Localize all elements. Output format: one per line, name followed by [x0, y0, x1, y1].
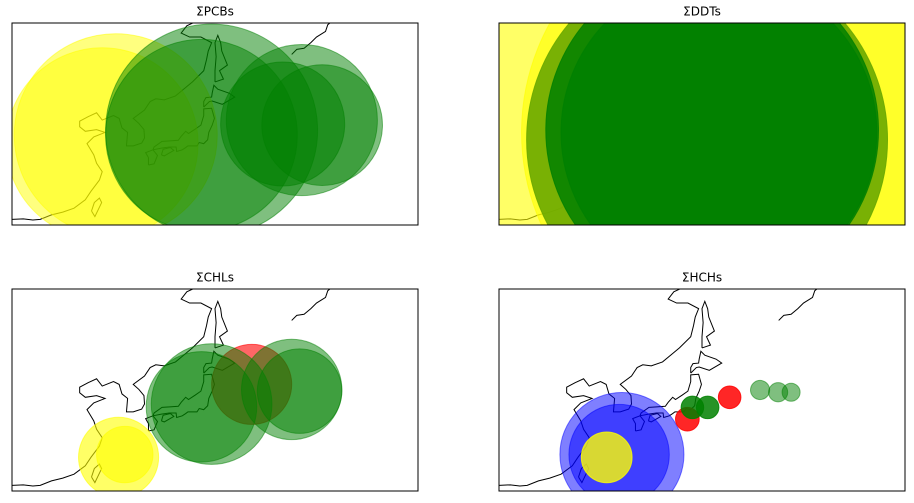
bubble: [256, 348, 343, 434]
bubble: [145, 351, 258, 463]
map-frame: [11, 288, 419, 492]
map-frame: [11, 22, 419, 226]
coastline: [690, 350, 723, 374]
map-panel: [12, 289, 343, 491]
panel-title: ΣCHLs: [196, 271, 234, 285]
bubble: [781, 382, 801, 402]
coastline: [701, 299, 716, 349]
bubble: [717, 385, 742, 410]
bubble: [749, 379, 771, 401]
bubble: [695, 395, 720, 420]
bubble: [220, 61, 346, 187]
panel-title: ΣHCHs: [682, 271, 722, 285]
map-panel: [499, 289, 818, 491]
map-frame: [498, 22, 906, 226]
coastline: [778, 289, 818, 321]
map-frame: [498, 288, 906, 492]
coastline: [214, 299, 229, 349]
bubble: [96, 425, 154, 484]
map-panel: [12, 23, 383, 225]
bubble: [580, 431, 633, 484]
map-panel: [499, 23, 905, 225]
panel-title: ΣDDTs: [683, 5, 721, 19]
panel-title: ΣPCBs: [196, 5, 234, 19]
coastline: [291, 289, 331, 321]
bubble: [560, 23, 878, 225]
